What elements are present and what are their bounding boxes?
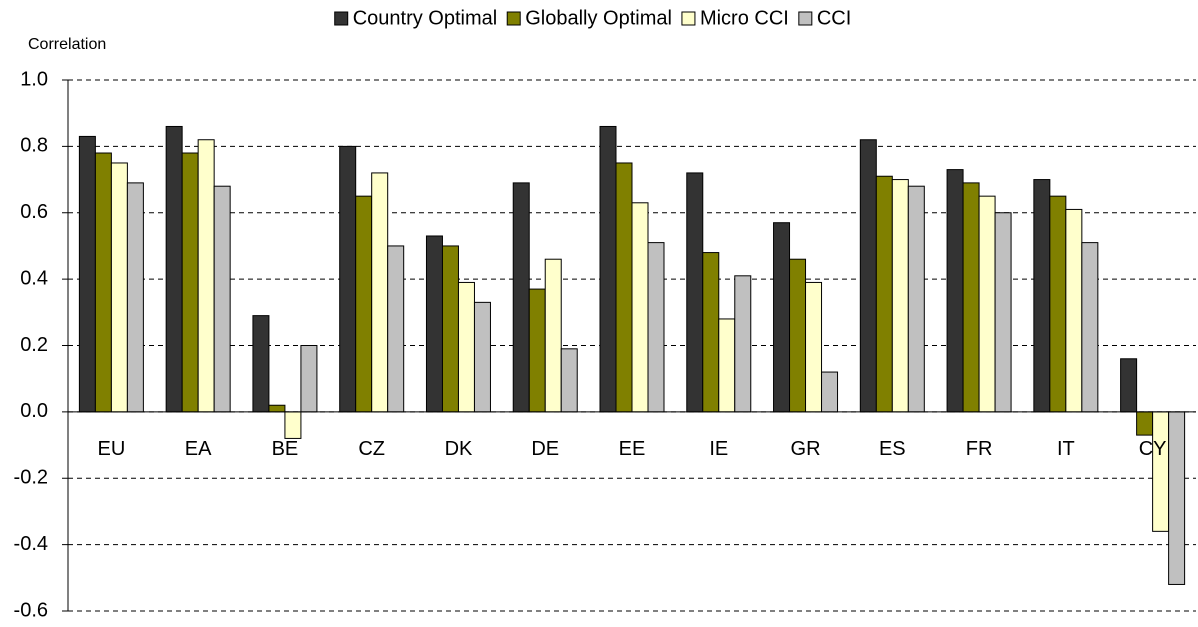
bar [978,195,996,413]
bar [631,202,649,413]
y-axis-label: Correlation [28,36,106,53]
bar [339,145,357,413]
bar [126,182,144,413]
bar [994,212,1012,413]
bar [457,281,475,413]
bar [789,258,807,413]
y-tick-label: 0.2 [20,334,48,356]
bar [94,152,112,413]
y-tick-label: 0.4 [20,267,48,289]
bar [110,162,128,413]
bar [1081,242,1099,413]
bar [473,301,491,413]
x-tick-label: FR [966,438,993,460]
legend-swatch [334,11,349,26]
bar [946,169,964,413]
bar [615,162,633,413]
x-tick-label: EA [185,438,212,460]
bar [371,172,389,413]
y-tick-label: 0.0 [20,400,48,422]
y-tick-label: 1.0 [20,68,48,90]
bar [544,258,562,413]
bar [1168,411,1186,585]
x-tick-label: EU [97,438,125,460]
bar [528,288,546,413]
legend-label: Globally Optimal [525,7,672,29]
x-tick-label: DE [531,438,559,460]
bar [1033,179,1051,413]
bar [78,135,96,413]
bar [734,275,752,413]
legend-swatch [681,11,696,26]
bar [1065,208,1083,413]
bar [702,252,720,413]
bar [425,235,443,413]
bar [512,182,530,413]
legend-swatch [506,11,521,26]
legend-swatch [798,11,813,26]
bar [1120,358,1138,413]
bar [387,245,405,413]
x-tick-label: EE [619,438,646,460]
y-tick-label: 0.8 [20,135,48,157]
y-tick-label: -0.6 [14,599,48,621]
bar [859,139,877,413]
y-tick-label: 0.6 [20,201,48,223]
x-tick-label: ES [879,438,906,460]
bar [165,125,183,413]
bar [268,404,286,413]
bar [441,245,459,413]
bar [647,242,665,413]
x-tick-label: GR [791,438,821,460]
bar [284,411,302,439]
x-tick-label: IE [709,438,728,460]
bar [718,318,736,413]
bar [181,152,199,413]
legend-label: CCI [817,7,851,29]
bar [560,348,578,413]
bar [300,345,318,413]
bar [197,139,215,413]
bar [355,195,373,413]
x-tick-label: CY [1139,438,1167,460]
legend-label: Micro CCI [700,7,789,29]
bar [1152,411,1170,532]
bar [686,172,704,413]
bar [875,175,893,413]
bar [962,182,980,413]
x-tick-label: BE [272,438,299,460]
x-tick-label: CZ [358,438,385,460]
x-tick-label: IT [1057,438,1075,460]
y-tick-label: -0.4 [14,533,48,555]
legend-label: Country Optimal [353,7,498,29]
bar [1136,411,1154,436]
bar [599,125,617,413]
bar [773,222,791,413]
bar [891,179,909,413]
bar [805,281,823,413]
bar [821,371,839,413]
bar [907,185,925,413]
bar [1049,195,1067,413]
x-tick-label: DK [445,438,473,460]
y-tick-label: -0.2 [14,467,48,489]
bar [213,185,231,413]
bar [252,315,270,413]
